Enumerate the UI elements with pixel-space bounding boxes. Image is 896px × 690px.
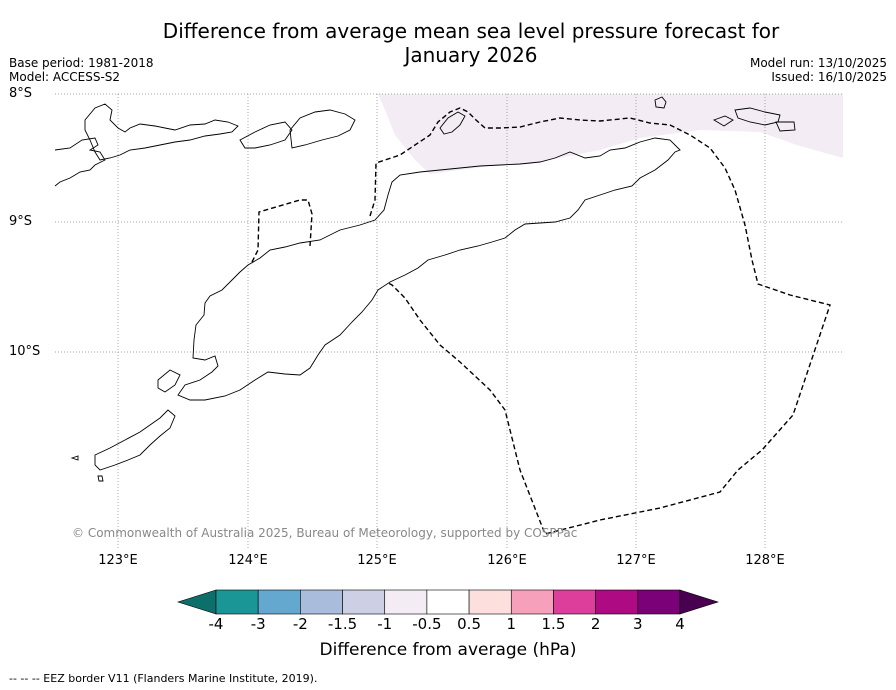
base-period: Base period: 1981-2018 xyxy=(9,56,154,70)
eez-legend: -- -- -- EEZ border V11 (Flanders Marine… xyxy=(9,672,318,685)
coastline-island-10 xyxy=(70,455,79,461)
coastline-island-2 xyxy=(84,103,239,161)
colorbar-tick-label: 0.5 xyxy=(457,615,481,633)
coastline-island-7 xyxy=(712,115,734,127)
colorbar-tick-label: -0.5 xyxy=(412,615,442,633)
lat-label-10s: 10°S xyxy=(9,344,41,359)
meta-left: Base period: 1981-2018 Model: ACCESS-S2 xyxy=(9,56,154,84)
colorbar-tick-label: 3 xyxy=(633,615,643,633)
issued-date: Issued: 16/10/2025 xyxy=(771,70,887,84)
coastline-island-4 xyxy=(289,109,356,149)
title-line-1: Difference from average mean sea level p… xyxy=(162,19,780,43)
colorbar-tick-label: -1 xyxy=(377,615,393,633)
colorbar-swatch xyxy=(426,589,470,615)
lon-label-123e: 123°E xyxy=(98,553,138,568)
copyright-notice: © Commonwealth of Australia 2025, Bureau… xyxy=(72,526,578,540)
coastline-island-3 xyxy=(239,121,293,149)
map-title: Difference from average mean sea level p… xyxy=(0,19,896,67)
meta-right: Model run: 13/10/2025 Issued: 16/10/2025 xyxy=(750,56,887,84)
coastline-island-1 xyxy=(54,137,106,187)
coastline-island-rote xyxy=(157,369,181,393)
coastline-island-11 xyxy=(97,475,104,482)
model-name: Model: ACCESS-S2 xyxy=(9,70,121,84)
lon-label-127e: 127°E xyxy=(616,553,656,568)
colorbar-swatch xyxy=(300,589,343,615)
colorbar-tick-label: -1.5 xyxy=(327,615,358,633)
anomaly-region-minus-0-5 xyxy=(378,94,843,174)
lon-label-128e: 128°E xyxy=(745,553,785,568)
colorbar-extend-low xyxy=(177,589,217,615)
colorbar-extend-high xyxy=(679,589,719,615)
eez-border xyxy=(251,107,831,535)
colorbar-swatch xyxy=(553,589,596,615)
coastline-island-8 xyxy=(775,121,796,132)
colorbar-swatch xyxy=(637,589,681,615)
colorbar-tick-label: 2 xyxy=(590,615,601,633)
colorbar-swatch xyxy=(595,589,639,615)
coastline-timor xyxy=(177,137,681,401)
coastline-island-wetar xyxy=(439,111,466,135)
lat-label-9s: 9°S xyxy=(9,214,33,229)
lat-label-8s: 8°S xyxy=(9,86,33,101)
colorbar-swatch xyxy=(384,589,428,615)
colorbar-tick-label: 4 xyxy=(675,615,685,633)
colorbar-tick-label: -3 xyxy=(250,615,266,633)
lon-label-125e: 125°E xyxy=(357,553,397,568)
colorbar-swatch xyxy=(510,589,554,615)
coastline-island-5 xyxy=(654,96,667,109)
title-line-2: January 2026 xyxy=(404,43,538,67)
model-run: Model run: 13/10/2025 xyxy=(749,56,887,70)
lon-label-124e: 124°E xyxy=(228,553,268,568)
colorbar-swatch xyxy=(215,589,259,615)
coastlines xyxy=(54,96,796,482)
colorbar-tick-label: -2 xyxy=(292,615,308,633)
colorbar-swatch xyxy=(257,589,301,615)
colorbar-tick-label: -4 xyxy=(208,615,224,633)
colorbar-tick-label: 1.5 xyxy=(541,615,566,633)
colorbar-swatch xyxy=(342,589,386,615)
lon-label-126e: 126°E xyxy=(487,553,527,568)
colorbar-swatch xyxy=(468,589,512,615)
colorbar-tick-label: 1 xyxy=(506,615,517,633)
coastline-island-9 xyxy=(94,409,176,471)
colorbar-label: Difference from average (hPa) xyxy=(319,640,577,660)
